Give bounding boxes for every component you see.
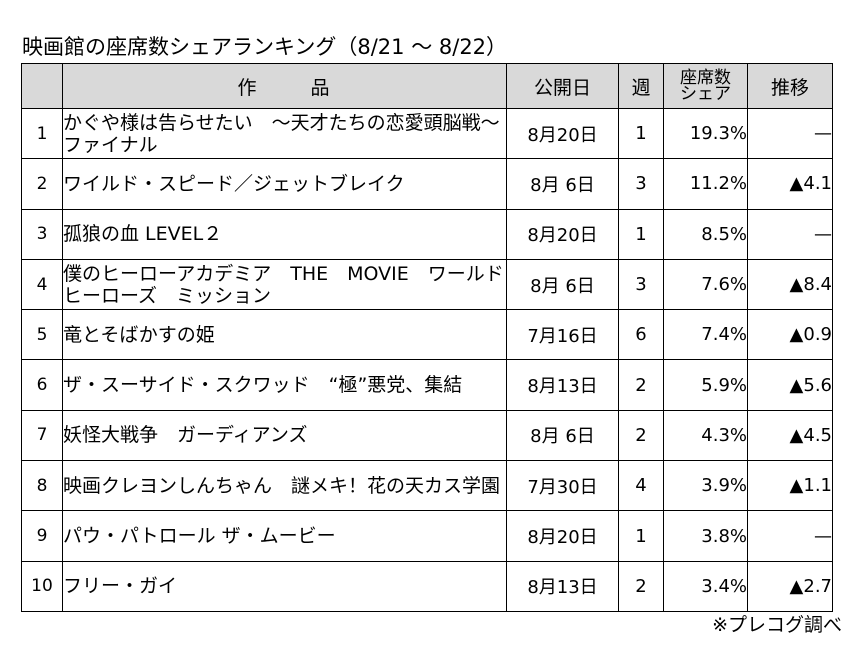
release-date-cell: 7月30日: [506, 460, 619, 512]
trend-cell: ▲0.9: [747, 309, 833, 361]
share-cell: 8.5%: [663, 208, 748, 260]
week-cell: 2: [618, 409, 664, 462]
share-cell: 7.4%: [663, 309, 748, 361]
release-date-cell: 8月20日: [506, 208, 619, 260]
week-cell: 3: [618, 158, 664, 210]
week-cell: 4: [618, 460, 664, 512]
release-date-cell: 8月20日: [506, 510, 619, 562]
header-week: 週: [618, 63, 664, 109]
title-cell: 妖怪大戦争 ガーディアンズ: [62, 409, 507, 462]
share-cell: 3.8%: [663, 510, 748, 562]
rank-cell: 9: [21, 510, 63, 562]
trend-cell: ▲5.6: [747, 359, 833, 411]
source-footnote: ※プレコグ調べ: [712, 614, 842, 636]
trend-cell: ▲4.5: [747, 409, 833, 462]
rank-cell: 4: [21, 258, 63, 311]
share-cell: 3.9%: [663, 460, 748, 512]
header-release: 公開日: [506, 63, 619, 109]
release-date-cell: 8月 6日: [506, 258, 619, 311]
release-date-cell: 8月13日: [506, 560, 619, 612]
week-cell: 1: [618, 510, 664, 562]
release-date-cell: 7月16日: [506, 309, 619, 361]
release-date-cell: 8月13日: [506, 359, 619, 411]
share-cell: 4.3%: [663, 409, 748, 462]
header-share: 座席数 シェア: [663, 63, 748, 109]
table-row: 3 孤狼の血 LEVEL２ 8月20日 1 8.5% —: [21, 208, 833, 260]
header-title: 作品: [62, 63, 507, 109]
rank-cell: 7: [21, 409, 63, 462]
title-cell: ザ・スーサイド・スクワッド “極”悪党、集結: [62, 359, 507, 411]
table-row: 6 ザ・スーサイド・スクワッド “極”悪党、集結 8月13日 2 5.9% ▲5.6: [21, 359, 833, 411]
rank-cell: 8: [21, 460, 63, 512]
share-cell: 3.4%: [663, 560, 748, 612]
share-cell: 5.9%: [663, 359, 748, 411]
trend-cell: —: [747, 510, 833, 562]
table-row: 9 パウ・パトロール ザ・ムービー 8月20日 1 3.8% —: [21, 510, 833, 562]
page-title: 映画館の座席数シェアランキング（8/21 〜 8/22）: [22, 35, 508, 59]
title-cell: ワイルド・スピード／ジェットブレイク: [62, 158, 507, 210]
share-cell: 7.6%: [663, 258, 748, 311]
rank-cell: 1: [21, 107, 63, 160]
trend-cell: —: [747, 208, 833, 260]
rank-cell: 6: [21, 359, 63, 411]
header-share-line2: シェア: [680, 84, 731, 104]
table-row: 4 僕のヒーローアカデミア THE MOVIE ワールド ヒーローズ ミッション 8…: [21, 258, 833, 311]
header-share-line1: 座席数: [680, 68, 731, 88]
title-cell: フリー・ガイ: [62, 560, 507, 612]
week-cell: 1: [618, 107, 664, 160]
share-cell: 19.3%: [663, 107, 748, 160]
rank-cell: 3: [21, 208, 63, 260]
week-cell: 3: [618, 258, 664, 311]
header-rank: [21, 63, 63, 109]
title-cell: 竜とそばかすの姫: [62, 309, 507, 361]
trend-cell: ▲1.1: [747, 460, 833, 512]
trend-cell: ▲8.4: [747, 258, 833, 311]
trend-cell: ▲2.7: [747, 560, 833, 612]
title-cell: 孤狼の血 LEVEL２: [62, 208, 507, 260]
table-row: 7 妖怪大戦争 ガーディアンズ 8月 6日 2 4.3% ▲4.5: [21, 409, 833, 462]
header-title-char-1: 作: [237, 76, 259, 99]
header-title-char-2: 品: [310, 76, 332, 99]
week-cell: 1: [618, 208, 664, 260]
rank-cell: 2: [21, 158, 63, 210]
table-row: 5 竜とそばかすの姫 7月16日 6 7.4% ▲0.9: [21, 309, 833, 361]
table-row: 8 映画クレヨンしんちゃん 謎メキ！花の天カス学園 7月30日 4 3.9% ▲1.1: [21, 460, 833, 512]
release-date-cell: 8月 6日: [506, 158, 619, 210]
table-row: 10 フリー・ガイ 8月13日 2 3.4% ▲2.7: [21, 560, 833, 612]
ranking-table: 作品 公開日 週 座席数 シェア 推移 1 かぐや様は告らせたい 〜天才たちの恋愛頭…: [21, 63, 833, 612]
title-cell: 僕のヒーローアカデミア THE MOVIE ワールド ヒーローズ ミッション: [62, 258, 523, 311]
title-cell: かぐや様は告らせたい 〜天才たちの恋愛頭脳戦〜 ファイナル: [62, 107, 519, 160]
title-cell: 映画クレヨンしんちゃん 謎メキ！花の天カス学園: [62, 460, 507, 512]
table-row: 1 かぐや様は告らせたい 〜天才たちの恋愛頭脳戦〜 ファイナル 8月20日 1 19.3…: [21, 107, 833, 160]
rank-cell: 10: [21, 560, 63, 612]
share-cell: 11.2%: [663, 158, 748, 210]
table-row: 2 ワイルド・スピード／ジェットブレイク 8月 6日 3 11.2% ▲4.1: [21, 158, 833, 210]
title-cell: パウ・パトロール ザ・ムービー: [62, 510, 507, 562]
trend-cell: —: [747, 107, 833, 160]
release-date-cell: 8月20日: [506, 107, 619, 160]
rank-cell: 5: [21, 309, 63, 361]
trend-cell: ▲4.1: [747, 158, 833, 210]
week-cell: 2: [618, 359, 664, 411]
header-row: 作品 公開日 週 座席数 シェア 推移: [21, 63, 833, 109]
week-cell: 6: [618, 309, 664, 361]
header-trend: 推移: [747, 63, 833, 109]
release-date-cell: 8月 6日: [506, 409, 619, 462]
week-cell: 2: [618, 560, 664, 612]
